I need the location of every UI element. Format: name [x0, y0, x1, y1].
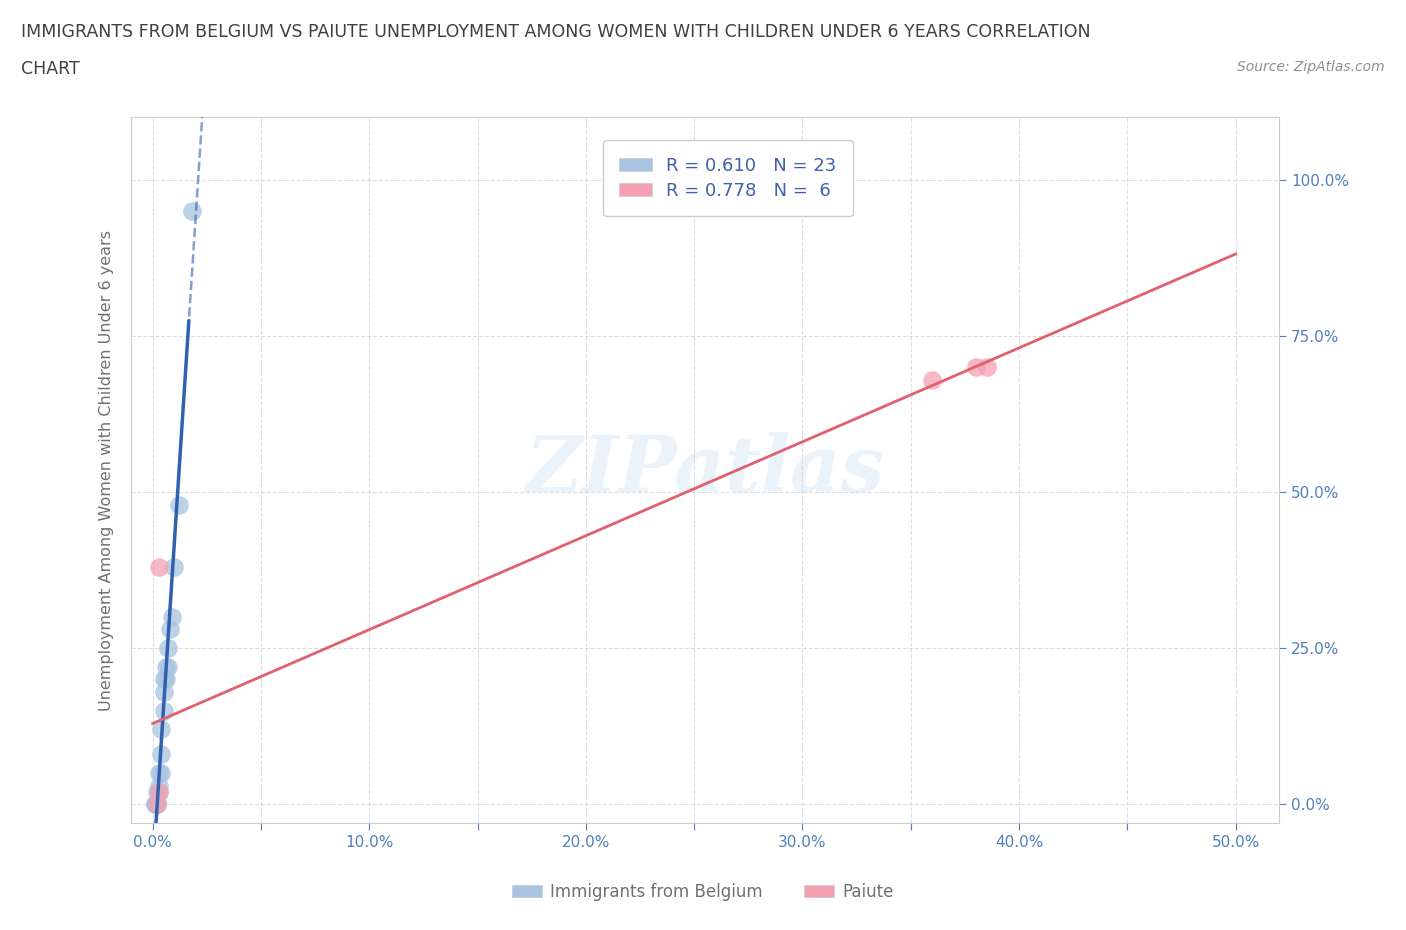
Text: ZIPatlas: ZIPatlas: [526, 432, 884, 509]
Y-axis label: Unemployment Among Women with Children Under 6 years: Unemployment Among Women with Children U…: [100, 230, 114, 711]
Point: [155, 672, 177, 687]
Point: [976, 360, 998, 375]
Point: [146, 784, 169, 799]
Text: IMMIGRANTS FROM BELGIUM VS PAIUTE UNEMPLOYMENT AMONG WOMEN WITH CHILDREN UNDER 6: IMMIGRANTS FROM BELGIUM VS PAIUTE UNEMPL…: [21, 23, 1091, 41]
Point: [965, 360, 987, 375]
Point: [143, 797, 166, 812]
Point: [150, 722, 173, 737]
Point: [148, 560, 170, 575]
Point: [148, 784, 170, 799]
Point: [148, 765, 170, 780]
Point: [146, 797, 169, 812]
Point: [156, 641, 179, 656]
Point: [155, 659, 177, 674]
Legend: Immigrants from Belgium, Paiute: Immigrants from Belgium, Paiute: [505, 876, 901, 908]
Point: [167, 498, 190, 512]
Text: Source: ZipAtlas.com: Source: ZipAtlas.com: [1237, 60, 1385, 74]
Point: [152, 703, 174, 718]
Point: [159, 622, 181, 637]
Point: [163, 560, 186, 575]
Point: [148, 778, 170, 793]
Text: CHART: CHART: [21, 60, 80, 78]
Point: [150, 765, 173, 780]
Point: [143, 797, 166, 812]
Point: [152, 684, 174, 699]
Point: [180, 204, 202, 219]
Point: [152, 672, 174, 687]
Point: [150, 747, 173, 762]
Point: [146, 797, 169, 812]
Point: [160, 609, 183, 624]
Point: [921, 372, 943, 387]
Legend: R = 0.610   N = 23, R = 0.778   N =  6: R = 0.610 N = 23, R = 0.778 N = 6: [603, 140, 853, 216]
Point: [148, 784, 170, 799]
Point: [146, 797, 169, 812]
Point: [156, 659, 179, 674]
